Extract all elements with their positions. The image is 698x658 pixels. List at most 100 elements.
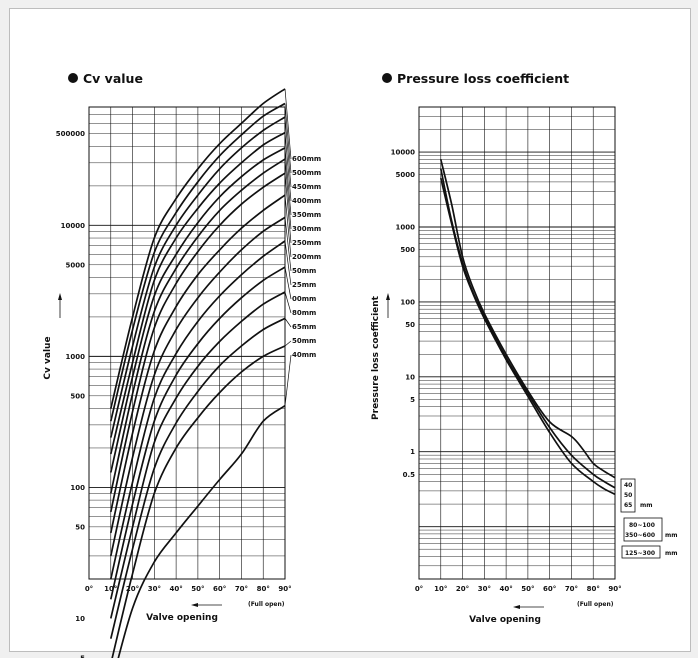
cv-series-label-leader — [284, 132, 292, 202]
pressure-ticks: 0° 10° 20° 30° 40° 50° 60° 70° 80° 90°10000500010… — [391, 149, 622, 593]
cv-y-tick-label: 500 — [70, 392, 85, 400]
pressure-x-tick-label: 20° — [456, 585, 469, 593]
cv-series-label-leader — [284, 240, 292, 286]
cv-x-tick-label: 30° — [148, 585, 161, 593]
pressure-plot-border — [418, 106, 616, 580]
cv-series-line-12 — [109, 317, 286, 639]
pressure-series-line-2 — [439, 177, 616, 496]
pressure-y-tick-label: 1000 — [396, 224, 416, 232]
cv-series-label: 00mm — [292, 295, 316, 303]
cv-series-label-leader — [284, 147, 292, 216]
pressure-chart-title: Pressure loss coefficient — [397, 71, 569, 86]
cv-series-label-leader — [284, 103, 292, 174]
cv-series-line-10 — [109, 266, 286, 600]
cv-series-label: 250mm — [292, 239, 321, 247]
cv-series-label: 350mm — [292, 211, 321, 219]
cv-x-tick-label: 40° — [169, 585, 182, 593]
pressure-legend-b: 80~100 350~600 mm — [623, 517, 678, 542]
cv-y-tick-label: 100 — [70, 484, 85, 492]
cv-series-labels: 600mm 500mm 450mm 400mm 350mm 300mm 250mm 200mm… — [284, 88, 321, 406]
legend-box-b — [623, 517, 663, 542]
cv-series-label-leader — [284, 173, 292, 244]
pressure-x-note: (Full open) — [577, 601, 614, 608]
cv-series-line-14 — [117, 404, 286, 658]
pressure-x-tick-label: 50° — [521, 585, 534, 593]
cv-series-label-leader — [284, 88, 292, 160]
legend-box-c — [621, 545, 661, 559]
cv-series-line-1 — [109, 102, 286, 422]
legend-c-line-1: 125~300 — [625, 550, 655, 557]
pressure-x-tick-label: 10° — [434, 585, 447, 593]
pressure-x-arrowhead-icon — [513, 605, 520, 609]
pressure-y-tick-label: 1 — [410, 448, 415, 456]
cv-series-line-3 — [109, 131, 286, 455]
cv-series-label-leader — [284, 354, 292, 406]
cv-series-label: 80mm — [292, 309, 316, 317]
cv-series-label: 400mm — [292, 197, 321, 205]
cv-x-tick-label: 0° — [85, 585, 93, 593]
cv-y-axis-label: Cv value — [43, 336, 53, 379]
pressure-x-tick-label: 90° — [608, 585, 621, 593]
cv-series-line-6 — [109, 172, 286, 513]
pressure-legend-a: 40 50 65 mm — [620, 478, 653, 513]
pressure-grid — [418, 106, 616, 580]
pressure-y-tick-label: 5000 — [396, 171, 416, 179]
cv-series-label-leader — [284, 117, 292, 188]
pressure-x-tick-label: 70° — [565, 585, 578, 593]
cv-x-tick-label: 70° — [235, 585, 248, 593]
cv-y-tick-label: 10000 — [61, 222, 85, 230]
pressure-y-tick-label: 100 — [400, 298, 415, 306]
cv-series-label: 50mm — [292, 337, 316, 345]
cv-series-label: 600mm — [292, 155, 321, 163]
pressure-x-tick-label: 80° — [587, 585, 600, 593]
pressure-legend-c: 125~300 mm — [621, 545, 678, 559]
cv-y-tick-label: 5 — [80, 654, 85, 658]
pressure-title-bullet-icon — [382, 73, 392, 83]
cv-x-axis-label: Valve opening — [146, 613, 218, 623]
pressure-x-tick-label: 60° — [543, 585, 556, 593]
cv-ticks: 0° 10° 20° 30° 40° 50° 60° 70° 80° 90° 500000 10000… — [56, 130, 292, 658]
pressure-y-tick-label: 10000 — [391, 149, 415, 157]
legend-b-line-2: 350~600 — [625, 532, 655, 539]
cv-series-line-7 — [109, 194, 286, 534]
cv-series-label-leader — [284, 195, 292, 258]
cv-series-label-leader — [284, 291, 292, 314]
pressure-series — [439, 159, 616, 496]
cv-chart-title: Cv value — [83, 71, 143, 86]
pressure-x-tick-label: 0° — [415, 585, 423, 593]
cv-series — [109, 88, 286, 658]
legend-c-unit: mm — [665, 550, 678, 557]
cv-x-note: (Full open) — [248, 601, 285, 608]
cv-series-line-11 — [109, 291, 286, 619]
cv-x-tick-label: 20° — [126, 585, 139, 593]
cv-series-label-leader — [284, 267, 292, 300]
cv-series-label: 300mm — [292, 225, 321, 233]
pressure-y-tick-label: 500 — [400, 246, 415, 254]
legend-b-line-1: 80~100 — [629, 522, 655, 529]
cv-series-line-0 — [109, 88, 286, 409]
cv-series-label-leader — [284, 159, 292, 230]
cv-title-bullet-icon — [68, 73, 78, 83]
cv-series-label-leader — [284, 340, 292, 347]
cv-x-tick-label: 90° — [278, 585, 291, 593]
cv-x-tick-label: 60° — [213, 585, 226, 593]
cv-plot-border — [88, 106, 286, 580]
legend-a-unit: mm — [640, 502, 653, 509]
pressure-series-line-1 — [439, 168, 616, 489]
cv-series-line-4 — [109, 147, 286, 473]
legend-b-unit: mm — [665, 532, 678, 539]
cv-series-line-2 — [109, 116, 286, 438]
cv-series-label: 65mm — [292, 323, 316, 331]
cv-series-line-8 — [109, 216, 286, 557]
pressure-x-tick-label: 40° — [499, 585, 512, 593]
cv-x-arrowhead-icon — [191, 603, 198, 607]
cv-x-tick-label: 80° — [257, 585, 270, 593]
cv-series-label: 50mm — [292, 267, 316, 275]
cv-series-label: 40mm — [292, 351, 316, 359]
cv-series-line-13 — [111, 345, 286, 658]
cv-series-label: 200mm — [292, 253, 321, 261]
cv-series-line-5 — [109, 158, 286, 494]
cv-y-tick-label: 1000 — [66, 353, 86, 361]
cv-series-label-leader — [284, 318, 292, 328]
pressure-chart: Pressure loss coefficient 0° 10° 20° 30° 40°… — [371, 71, 678, 625]
